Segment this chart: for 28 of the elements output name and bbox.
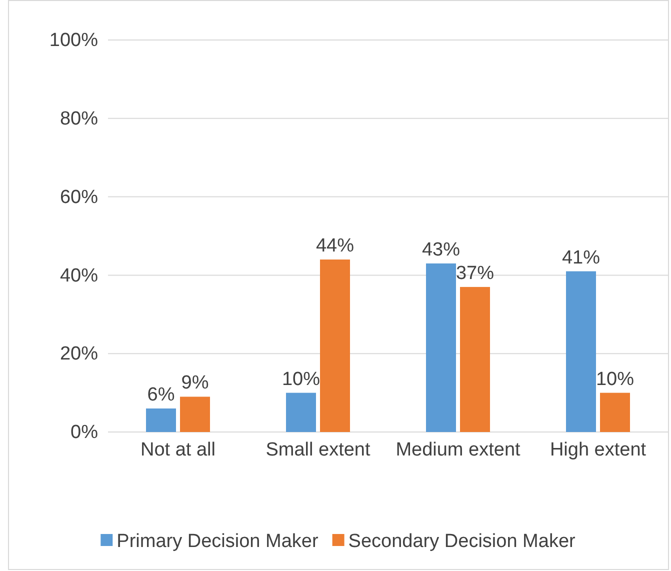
- y-tick-label: 0%: [70, 422, 98, 444]
- data-label: 6%: [147, 384, 175, 406]
- y-tick-label: 20%: [60, 344, 98, 365]
- data-label: 41%: [562, 247, 600, 268]
- bar: [320, 260, 350, 432]
- data-label: 9%: [181, 372, 209, 394]
- data-label: 44%: [316, 236, 354, 257]
- bar: [426, 263, 456, 432]
- x-tick-label: Not at all: [140, 439, 216, 460]
- y-tick-label: 80%: [60, 108, 98, 130]
- data-label: 43%: [422, 239, 460, 260]
- x-tick-label: Small extent: [266, 439, 371, 460]
- data-label: 37%: [456, 262, 494, 284]
- bar: [286, 392, 316, 432]
- bar: [600, 392, 630, 432]
- data-label: 10%: [596, 368, 634, 390]
- x-tick-label: High extent: [550, 439, 647, 460]
- legend-label: Secondary Decision Maker: [348, 531, 576, 552]
- bar: [146, 408, 176, 432]
- bar: [566, 271, 596, 432]
- legend-label: Primary Decision Maker: [116, 531, 319, 552]
- bar: [460, 286, 490, 432]
- x-tick-label: Medium extent: [396, 439, 522, 460]
- y-tick-label: 100%: [49, 30, 98, 52]
- y-tick-label: 40%: [60, 265, 98, 286]
- bar: [180, 396, 210, 432]
- data-label: 10%: [282, 368, 320, 390]
- y-tick-label: 60%: [60, 186, 98, 208]
